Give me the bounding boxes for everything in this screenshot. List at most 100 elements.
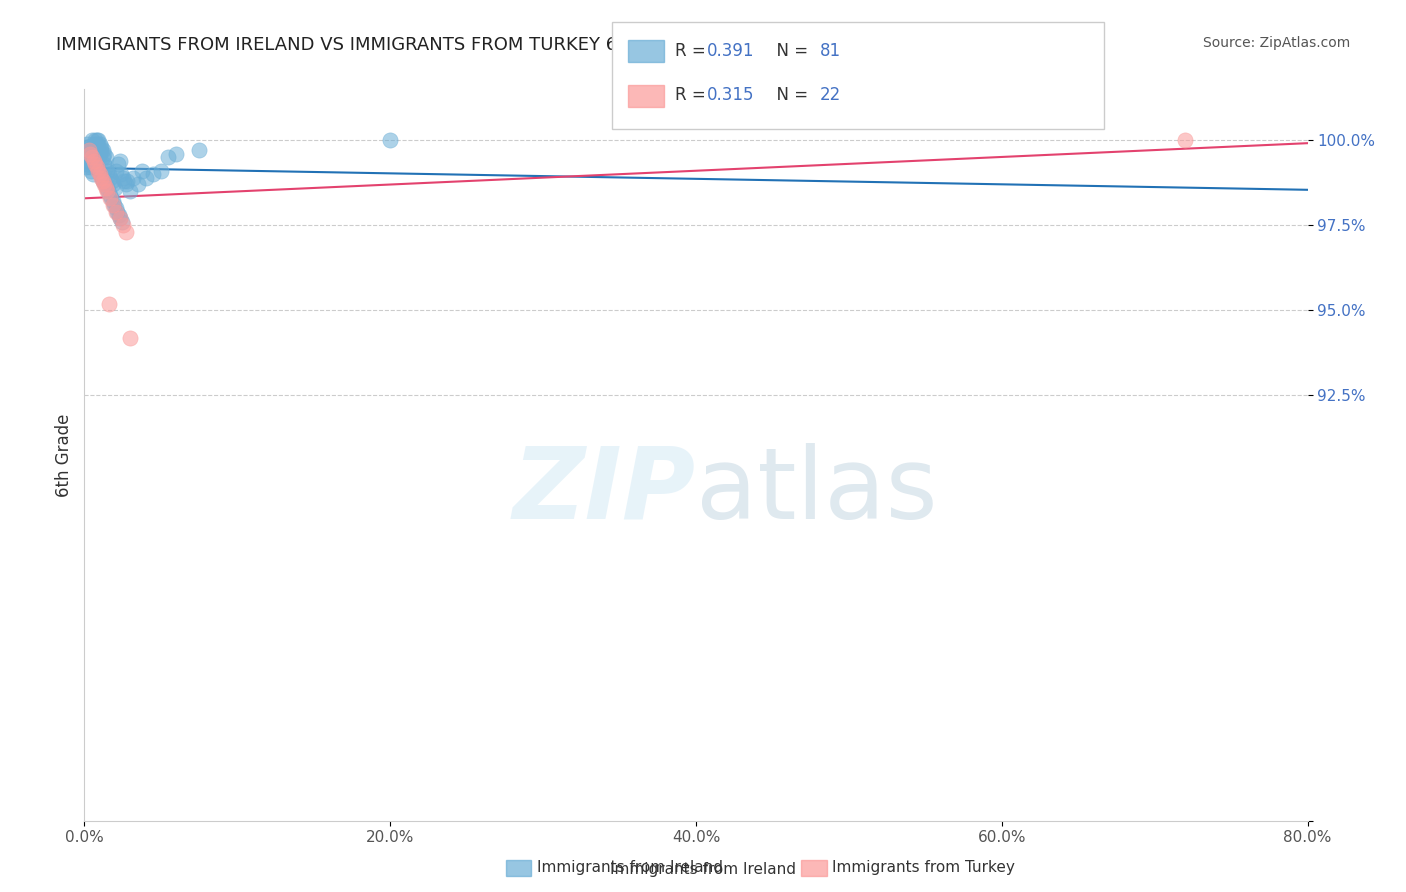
Point xyxy=(90,140,112,154)
Point xyxy=(91,174,114,188)
Point xyxy=(120,330,142,344)
Point xyxy=(108,211,131,226)
Point xyxy=(77,140,100,154)
Point xyxy=(110,167,132,181)
Point xyxy=(93,157,115,171)
Point xyxy=(112,174,135,188)
Point xyxy=(77,153,100,168)
Point xyxy=(89,167,111,181)
Point xyxy=(82,150,104,164)
Point xyxy=(91,170,114,185)
Point xyxy=(80,146,103,161)
Point xyxy=(76,140,98,154)
Point xyxy=(103,198,125,212)
Point xyxy=(91,144,114,158)
Text: 22: 22 xyxy=(820,87,841,104)
Point xyxy=(76,157,98,171)
Text: IMMIGRANTS FROM IRELAND VS IMMIGRANTS FROM TURKEY 6TH GRADE CORRELATION CHART: IMMIGRANTS FROM IRELAND VS IMMIGRANTS FR… xyxy=(56,36,911,54)
Text: R =: R = xyxy=(675,42,711,60)
Point xyxy=(87,133,110,147)
Point xyxy=(103,178,125,192)
Point xyxy=(97,167,120,181)
Point xyxy=(80,164,103,178)
Point xyxy=(110,211,132,226)
Point xyxy=(96,184,118,198)
Text: Immigrants from Ireland: Immigrants from Ireland xyxy=(537,861,723,875)
Point xyxy=(83,153,105,168)
Point xyxy=(94,181,117,195)
Point xyxy=(83,153,105,168)
Point xyxy=(104,201,127,215)
Text: ZIP: ZIP xyxy=(513,443,696,540)
Point xyxy=(87,164,110,178)
Point xyxy=(82,167,104,181)
Point xyxy=(90,144,112,158)
Text: 0.391: 0.391 xyxy=(707,42,755,60)
Point xyxy=(111,215,134,229)
Point xyxy=(79,144,101,158)
Point xyxy=(149,164,172,178)
Point xyxy=(107,157,129,171)
Point xyxy=(98,187,121,202)
Point xyxy=(84,140,107,154)
Point xyxy=(84,133,107,147)
Point xyxy=(122,170,145,185)
Text: atlas: atlas xyxy=(696,443,938,540)
Point xyxy=(101,174,124,188)
Point xyxy=(79,150,101,164)
Text: N =: N = xyxy=(766,87,814,104)
Point xyxy=(114,178,136,192)
Text: Source: ZipAtlas.com: Source: ZipAtlas.com xyxy=(1202,36,1350,50)
Point xyxy=(83,136,105,151)
Point xyxy=(90,170,112,185)
Y-axis label: 6th Grade: 6th Grade xyxy=(55,413,73,497)
Point xyxy=(105,164,128,178)
Point xyxy=(114,225,136,239)
Text: N =: N = xyxy=(766,42,814,60)
Point xyxy=(105,204,128,219)
Point xyxy=(96,181,118,195)
Point xyxy=(87,140,110,154)
Point xyxy=(131,164,153,178)
Point xyxy=(97,296,120,310)
Point xyxy=(96,164,118,178)
Point xyxy=(93,178,115,192)
Point xyxy=(80,146,103,161)
Point xyxy=(103,198,125,212)
Point xyxy=(80,133,103,147)
Point xyxy=(127,178,149,192)
Point xyxy=(94,178,117,192)
Point xyxy=(142,167,165,181)
Point xyxy=(91,150,114,164)
Text: Immigrants from Ireland: Immigrants from Ireland xyxy=(610,863,796,877)
Point xyxy=(86,161,108,175)
Point xyxy=(94,161,117,175)
Point xyxy=(157,150,180,164)
Point xyxy=(86,136,108,151)
Point xyxy=(111,170,134,185)
Point xyxy=(93,146,115,161)
Point xyxy=(80,150,103,164)
Point xyxy=(188,144,211,158)
Point xyxy=(87,164,110,178)
Point xyxy=(111,219,134,233)
Point xyxy=(115,174,138,188)
Point xyxy=(104,181,127,195)
Point xyxy=(76,136,98,151)
Text: 0.315: 0.315 xyxy=(707,87,755,104)
Point xyxy=(98,191,121,205)
Point xyxy=(1174,133,1197,147)
Point xyxy=(76,153,98,168)
Point xyxy=(98,170,121,185)
Point xyxy=(105,204,128,219)
Point xyxy=(77,144,100,158)
Point xyxy=(79,161,101,175)
Point xyxy=(79,146,101,161)
Point xyxy=(86,133,108,147)
Point xyxy=(83,144,105,158)
Point xyxy=(135,170,157,185)
Point xyxy=(94,150,117,164)
Point xyxy=(100,191,122,205)
Point xyxy=(84,157,107,171)
Point xyxy=(75,161,97,175)
